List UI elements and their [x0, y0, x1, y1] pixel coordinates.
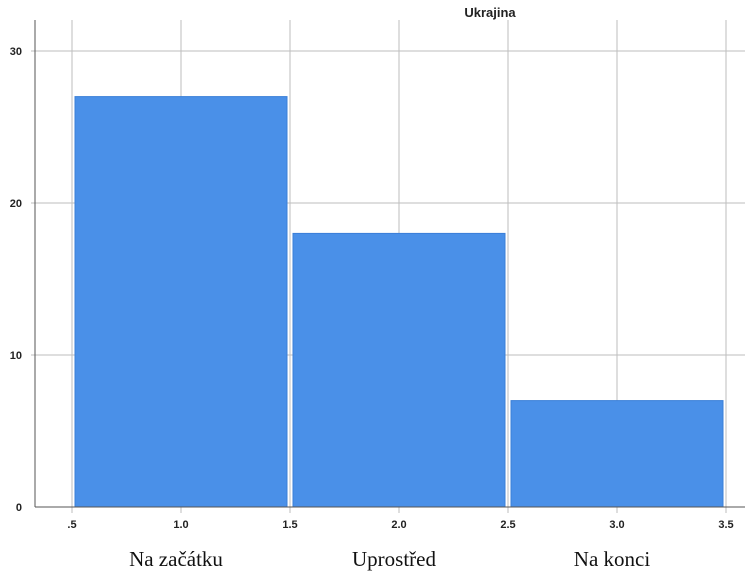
x-tick-label: 1.0 [173, 519, 188, 531]
category-labels: Na začátku Uprostřed Na konci [129, 547, 650, 571]
x-tick-labels: .5 1.0 1.5 2.0 2.5 3.0 3.5 [67, 519, 733, 531]
bar [292, 232, 506, 508]
x-tick-label: 2.5 [500, 519, 515, 531]
y-tick-labels: 0 10 20 30 [10, 46, 22, 514]
category-label: Uprostřed [352, 547, 436, 571]
y-tick-label: 10 [10, 350, 22, 362]
y-tick-label: 30 [10, 46, 22, 58]
x-tick-label: 1.5 [282, 519, 297, 531]
category-label: Na začátku [129, 547, 223, 571]
category-label: Na konci [574, 547, 651, 571]
bar [510, 400, 724, 508]
x-tick-label: 3.0 [609, 519, 624, 531]
x-tick-label: 2.0 [391, 519, 406, 531]
bar [74, 96, 288, 508]
y-tick-label: 20 [10, 198, 22, 210]
y-tick-label: 0 [16, 502, 22, 514]
chart-title: Ukrajina [464, 5, 516, 20]
x-tick-label: 3.5 [718, 519, 733, 531]
x-tick-label: .5 [67, 519, 76, 531]
